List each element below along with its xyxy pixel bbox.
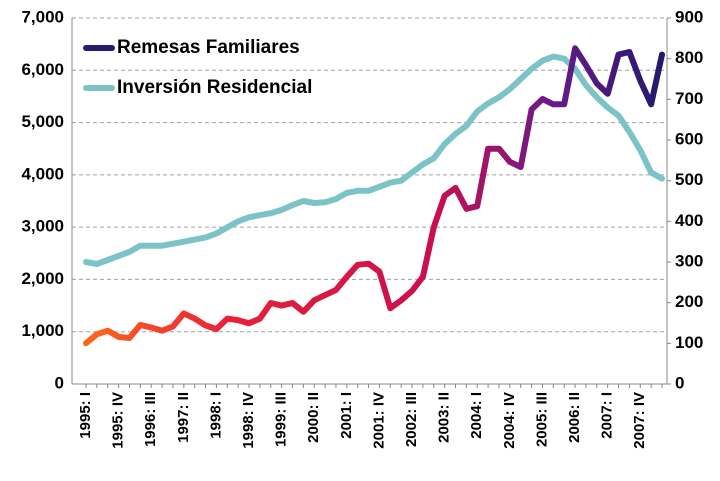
x-tick-label: 1995: I	[77, 392, 94, 439]
x-tick-label: 1996: III	[142, 392, 159, 447]
y2-tick-label: 800	[675, 48, 703, 67]
y-tick-label: 4,000	[21, 164, 64, 183]
x-tick-label: 2002: III	[403, 392, 420, 447]
y-tick-label: 0	[55, 373, 64, 392]
series-line	[83, 45, 665, 347]
x-tick-label: 2001: I	[338, 392, 355, 439]
y2-tick-label: 600	[675, 129, 703, 148]
y2-tick-label: 300	[675, 251, 703, 270]
y-tick-label: 5,000	[21, 112, 64, 131]
y2-tick-label: 0	[675, 373, 684, 392]
y2-tick-label: 200	[675, 292, 703, 311]
x-tick-label: 1995: IV	[110, 392, 127, 449]
x-tick-label: 2004: IV	[501, 392, 518, 449]
x-tick-label: 2007: IV	[631, 392, 648, 449]
y2-tick-label: 100	[675, 333, 703, 352]
x-tick-label: 2001: IV	[370, 392, 387, 449]
x-tick-label: 1999: III	[273, 392, 290, 447]
y2-tick-label: 400	[675, 211, 703, 230]
legend-label: Inversión Residencial	[117, 77, 312, 98]
x-tick-label: 2000: II	[305, 392, 322, 443]
y-tick-label: 7,000	[21, 7, 64, 26]
y-tick-label: 3,000	[21, 217, 64, 236]
y-tick-label: 2,000	[21, 269, 64, 288]
x-tick-label: 2007: I	[599, 392, 616, 439]
series-line	[83, 53, 665, 267]
legend-label: Remesas Familiares	[117, 37, 300, 58]
y2-tick-label: 900	[675, 7, 703, 26]
x-tick-label: 1998: I	[207, 392, 224, 439]
y2-tick-label: 700	[675, 89, 703, 108]
x-tick-label: 2004: I	[468, 392, 485, 439]
x-tick-label: 1998: IV	[240, 392, 257, 449]
y-tick-label: 6,000	[21, 60, 64, 79]
y-tick-label: 1,000	[21, 321, 64, 340]
y2-tick-label: 500	[675, 170, 703, 189]
x-tick-label: 2003: II	[436, 392, 453, 443]
x-tick-label: 1997: II	[175, 392, 192, 443]
x-tick-label: 2005: III	[533, 392, 550, 447]
x-tick-label: 2006: II	[566, 392, 583, 443]
